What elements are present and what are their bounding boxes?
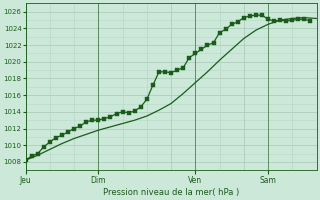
X-axis label: Pression niveau de la mer( hPa ): Pression niveau de la mer( hPa ) [103,188,239,197]
